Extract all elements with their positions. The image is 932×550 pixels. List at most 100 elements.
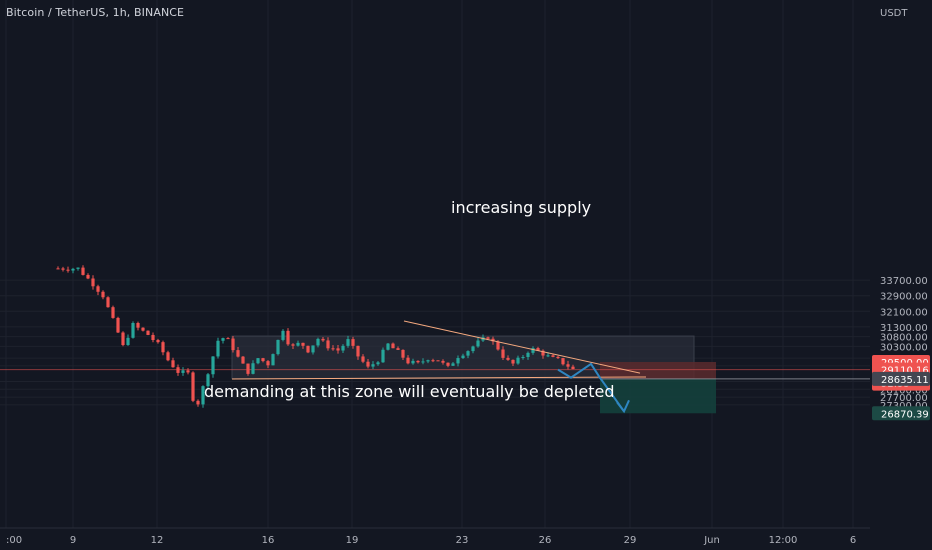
candle-body (251, 363, 255, 374)
candle-body (566, 364, 570, 367)
candle-body (176, 367, 180, 373)
candle-body (171, 360, 175, 368)
candle-body (156, 340, 160, 343)
candle-body (116, 317, 120, 333)
chart-title: Bitcoin / TetherUS, 1h, BINANCE (6, 6, 185, 19)
time-tick-label: 9 (70, 535, 76, 546)
candle-body (476, 340, 480, 347)
price-tick-label: 33700.00 (880, 276, 928, 287)
demand-annotation[interactable]: demanding at this zone will eventually b… (204, 382, 615, 401)
supply-trendline[interactable] (403, 320, 641, 374)
price-tick-label: 28100.00 (880, 385, 928, 396)
candle-body (196, 400, 200, 405)
candle-body (341, 345, 345, 351)
candle-body (111, 307, 115, 318)
candle-body (336, 348, 340, 351)
stop-price-text: 26870.39 (881, 409, 929, 420)
candle-body (226, 338, 230, 340)
price-tick-label: 32900.00 (880, 292, 928, 303)
candle-body (331, 348, 335, 350)
candle-body (551, 355, 555, 357)
candle-body (426, 360, 430, 362)
candle-body (376, 362, 380, 365)
candle-body (191, 372, 195, 401)
candle-body (201, 386, 205, 405)
candle-body (146, 330, 150, 335)
candle-body (371, 364, 375, 367)
time-tick-label: 26 (539, 535, 552, 546)
candle-body (571, 366, 575, 370)
candle-body (531, 348, 535, 353)
candle-body (246, 363, 250, 374)
candle-body (151, 334, 155, 341)
candle-body (66, 269, 70, 271)
candle-body (496, 341, 500, 350)
candle-body (271, 354, 275, 366)
price-axis[interactable]: USDT 33700.00 32900.00 32100.00 31300.00308… (870, 0, 932, 528)
candle-body (406, 357, 410, 364)
candle-body (456, 358, 460, 364)
candle-body (96, 286, 100, 292)
entry-price-text: 28635.11 (881, 375, 929, 386)
candle-body (91, 278, 95, 287)
currency-label: USDT (880, 8, 908, 19)
candle-body (521, 356, 525, 358)
candle-body (266, 361, 270, 366)
stop-price-label-bg (872, 406, 930, 421)
time-tick-label: 29 (624, 535, 637, 546)
candle-body (491, 338, 495, 342)
candle-body (381, 349, 385, 363)
candle-body (186, 370, 190, 373)
candle-body (431, 360, 435, 362)
candle-body (436, 360, 440, 362)
target-zone (600, 362, 716, 379)
candle-body (321, 338, 325, 341)
time-tick-label: 19 (346, 535, 359, 546)
time-tick-label: Jun (703, 535, 720, 546)
price-tick-label: 30800.00 (880, 333, 928, 344)
candle-body (206, 374, 210, 387)
candle-body (351, 339, 355, 346)
candle-body (511, 359, 515, 364)
candle-body (461, 355, 465, 359)
candle-body (241, 356, 245, 364)
time-axis[interactable]: :00 9 12 16 19 23 26 29 Jun 12:00 6 (0, 527, 870, 546)
candle-body (56, 268, 60, 270)
candle-body (126, 337, 130, 346)
candle-body (291, 344, 295, 346)
candle-body (311, 345, 315, 353)
candle-body (256, 358, 260, 364)
time-tick-label: 23 (456, 535, 469, 546)
candle-body (161, 342, 165, 353)
candle-body (221, 338, 225, 341)
candle-body (106, 297, 110, 308)
candle-body (356, 345, 360, 357)
price-tick-label: 31300.00 (880, 323, 928, 334)
time-tick-label: :00 (6, 535, 22, 546)
projection-arrow-path[interactable] (557, 362, 625, 412)
candle-body (401, 349, 405, 358)
candle-body (561, 358, 565, 365)
candle-body (386, 343, 390, 350)
stop-price-label: 26870.39 (872, 406, 930, 421)
candle-body (81, 267, 85, 275)
candle-body (276, 339, 280, 355)
time-tick-label: 12 (151, 535, 164, 546)
candle-body (446, 362, 450, 366)
candle-body (416, 360, 420, 363)
candle-body (121, 332, 125, 346)
candle-body (486, 337, 490, 339)
candle-body (301, 342, 305, 346)
candle-body (281, 330, 285, 340)
supply-annotation[interactable]: increasing supply (451, 198, 591, 217)
candle-body (421, 361, 425, 363)
candle-body (506, 357, 510, 360)
candle-body (516, 357, 520, 364)
candle-body (181, 370, 185, 373)
candle-body (366, 361, 370, 367)
candle-body (466, 351, 470, 356)
support-line[interactable] (231, 376, 647, 380)
candle-body (346, 339, 350, 346)
